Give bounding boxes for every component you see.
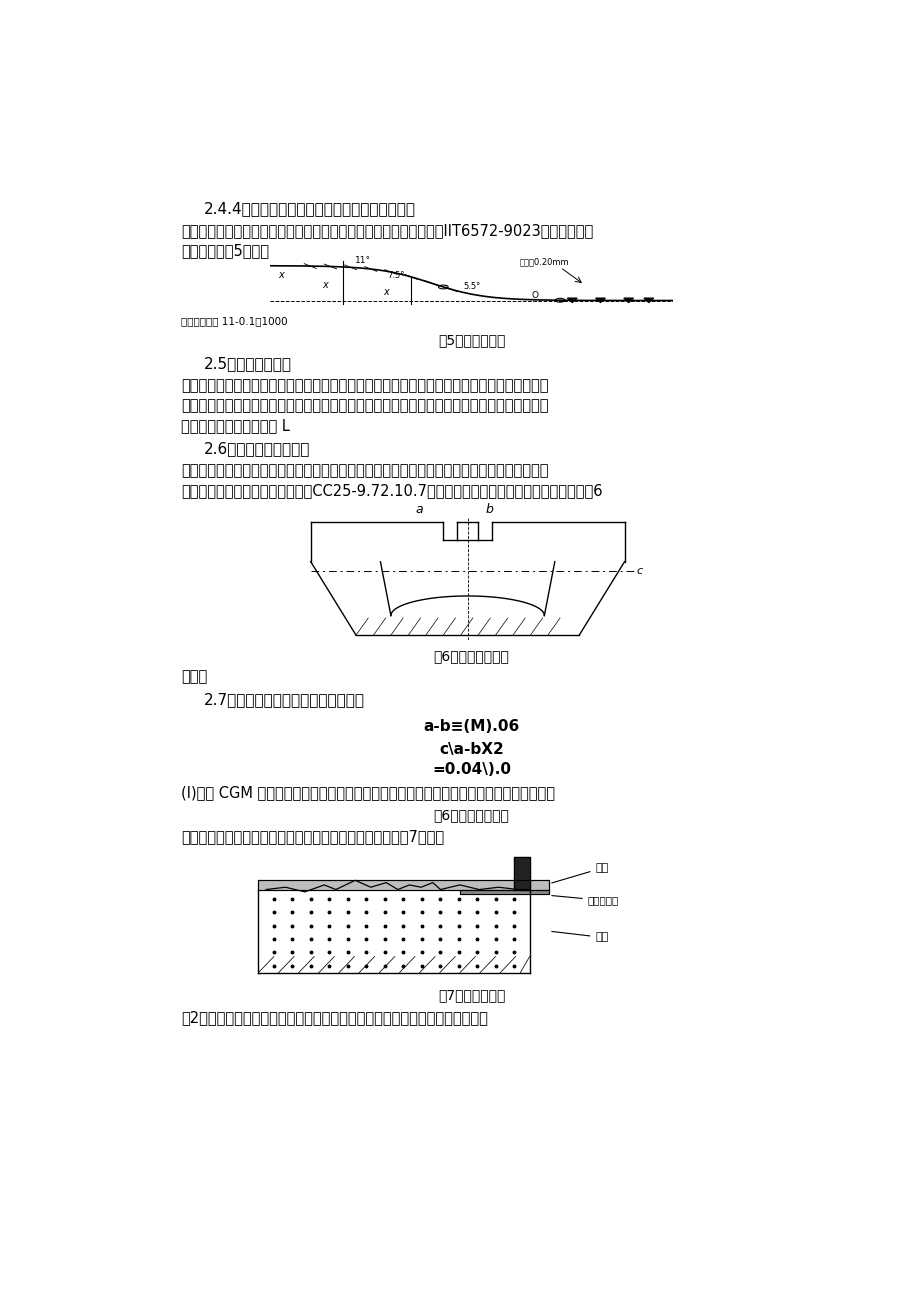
Text: =0.04\).0: =0.04\).0 — [432, 762, 510, 778]
Text: 发电机谿子注 11-0.1：1000: 发电机谿子注 11-0.1：1000 — [181, 316, 288, 327]
Text: 汽轮机联轴器的中心定位工作可以借助特定机组找正曲线完成，IIT6572-9023型汽轮机组找: 汽轮机联轴器的中心定位工作可以借助特定机组找正曲线完成，IIT6572-9023… — [181, 222, 593, 238]
Text: (I)由于 CGM 灘注料具有强度高、流动性好的特点，所以灘浆模板的接缝处要加设垫皮板以: (I)由于 CGM 灘注料具有强度高、流动性好的特点，所以灘浆模板的接缝处要加设… — [181, 786, 554, 800]
Text: 正曲线如下图5所示。: 正曲线如下图5所示。 — [181, 243, 268, 258]
Text: 图7基础二次灘浆: 图7基础二次灘浆 — [437, 987, 505, 1002]
Text: 确保密封，模板的设置要比汽轮发电机组的底座高，如下图7所示。: 确保密封，模板的设置要比汽轮发电机组的底座高，如下图7所示。 — [181, 829, 444, 844]
Text: a-b≡(M).06: a-b≡(M).06 — [423, 719, 519, 734]
Text: 进而开展调整隔板的中心的工作，CC25-9.72.10.7型汽轮发电机组的隔板中心定位要求如下图6: 进而开展调整隔板的中心的工作，CC25-9.72.10.7型汽轮发电机组的隔板中… — [181, 483, 602, 498]
Text: 图6隔板找中心要求: 图6隔板找中心要求 — [433, 809, 509, 822]
Text: 机滑销安装工作之前，要通过拆棄的形式检查销槽与滑健之间的配合状况，以保障装配以后滑销: 机滑销安装工作之前，要通过拆棄的形式检查销槽与滑健之间的配合状况，以保障装配以后… — [181, 398, 548, 414]
Text: c\a-bX2: c\a-bX2 — [438, 743, 504, 757]
Text: 中小型汽轮发电机组的滑销系统非常复杂，具体包含横销、纵销、角销等部分。在进行汽轮: 中小型汽轮发电机组的滑销系统非常复杂，具体包含横销、纵销、角销等部分。在进行汽轮 — [181, 379, 548, 394]
Text: 2.5　　　滑销系统: 2.5 滑销系统 — [204, 356, 292, 371]
Text: 系统无卡涻并且接触均口 L: 系统无卡涻并且接触均口 L — [181, 418, 289, 433]
Text: 2.7　　　汽轮机基础的二次灘浆工作: 2.7 汽轮机基础的二次灘浆工作 — [204, 692, 365, 708]
Text: 2.6　　　　隔板找中心: 2.6 隔板找中心 — [204, 441, 311, 457]
Text: 中小汽轮机组进行隔板中心定位工作时，安装人员要将定心器放在隔板汽封注窝的位置上，: 中小汽轮机组进行隔板中心定位工作时，安装人员要将定心器放在隔板汽封注窝的位置上， — [181, 463, 548, 479]
Text: （2）在进行汽轮发电机组基础的二次灘浆工作之前，要使得基础充分的漴湿。: （2）在进行汽轮发电机组基础的二次灘浆工作之前，要使得基础充分的漴湿。 — [181, 1010, 487, 1025]
Text: 图5机组找正曲线: 图5机组找正曲线 — [437, 333, 505, 347]
Text: 2.4.4　　汽轮发电机组转子联轴器的找中心作业: 2.4.4 汽轮发电机组转子联轴器的找中心作业 — [204, 200, 415, 216]
Text: 所示。: 所示。 — [181, 669, 207, 684]
Text: 图6隔板找中心要求: 图6隔板找中心要求 — [433, 649, 509, 664]
